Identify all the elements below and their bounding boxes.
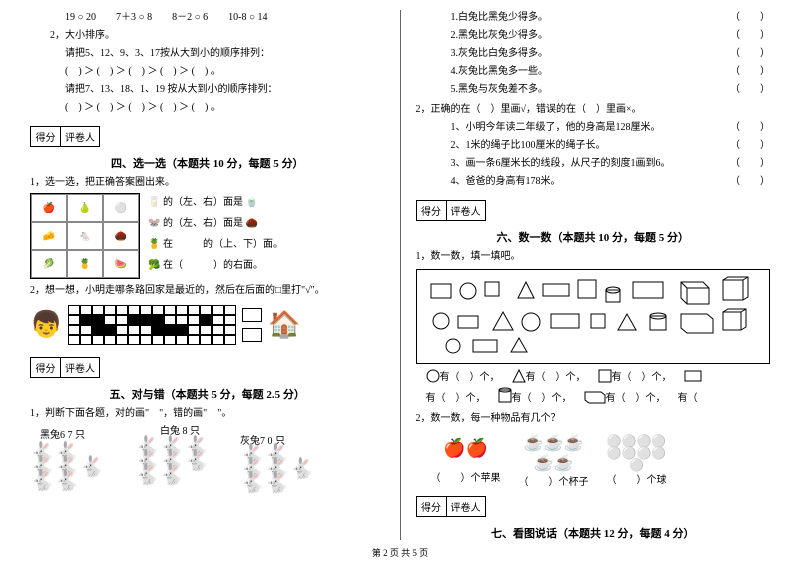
rabbits-figure: 黑兔6 7 只 白兔 8 只 灰兔7 0 只 🐇🐇🐇🐇🐇🐇🐇 🐇🐇🐇🐇🐇🐇🐇🐇 …: [30, 426, 385, 516]
shapes-box: [416, 269, 771, 364]
r3: 3.灰兔比白兔多得多。（ ）: [416, 46, 771, 62]
score-box: 得分 评卷人: [30, 126, 100, 147]
s6-q1: 1，数一数，填一填吧。: [416, 249, 771, 265]
score-label: 得分: [417, 201, 447, 220]
score-box: 得分 评卷人: [416, 200, 486, 221]
ball-item: ⚪⚪⚪⚪⚪⚪⚪⚪⚪ （ ）个球: [607, 435, 667, 486]
s4-t3: 🍍 在 的（上、下）面。: [148, 235, 385, 254]
score-label: 得分: [31, 358, 61, 377]
grader-label: 评卷人: [447, 497, 485, 516]
q4-content: 🍎🍐⚪ 🧀🐁🌰 🥬🍍🍉 🥛 的（左、右）面是 🍵 🐭 的（左、右）面是 🌰 🍍 …: [30, 193, 385, 279]
s4-t2: 🐭 的（左、右）面是 🌰: [148, 214, 385, 233]
r5: 5.黑兔与灰兔差不多。（ ）: [416, 82, 771, 98]
r1: 1.白兔比黑兔少得多。（ ）: [416, 10, 771, 26]
s4-t1: 🥛 的（左、右）面是 🍵: [148, 193, 385, 212]
q2-1: 1、小明今年读二年级了，他的身高是128厘米。（ ）: [416, 120, 771, 136]
s5-q1: 1，判断下面各题，对的画" "，错的画" "。: [30, 406, 385, 422]
s4-t4: 🥦 在（ ）的右面。: [148, 256, 385, 275]
score-box: 得分 评卷人: [416, 496, 486, 517]
q2-title: 2，大小排序。: [30, 28, 385, 44]
answer-box: [242, 328, 262, 342]
left-column: 19 ○ 20 7＋3 ○ 8 8－2 ○ 6 10-8 ○ 14 2，大小排序…: [20, 10, 395, 540]
right-column: 1.白兔比黑兔少得多。（ ） 2.黑兔比灰兔少得多。（ ） 3.灰兔比白兔多得多…: [406, 10, 781, 540]
q2-3: 3、画一条6厘米长的线段，从尺子的刻度1画到6。（ ）: [416, 156, 771, 172]
maze-row: 👦 🏠: [30, 301, 385, 349]
shape-answer-row-2: 有（ ）个， 有（ ）个， 有（ ）个， 有（: [416, 387, 771, 405]
grader-label: 评卷人: [61, 358, 99, 377]
score-label: 得分: [417, 497, 447, 516]
compare-expressions: 19 ○ 20 7＋3 ○ 8 8－2 ○ 6 10-8 ○ 14: [30, 10, 385, 26]
image-grid: 🍎🍐⚪ 🧀🐁🌰 🥬🍍🍉: [30, 193, 140, 279]
r2: 2.黑兔比灰兔少得多。（ ）: [416, 28, 771, 44]
s6-q2: 2，数一数，每一种物品有几个？: [416, 411, 771, 427]
answer-box: [242, 308, 262, 322]
apple-item: 🍎🍎 （ ）个苹果: [431, 438, 501, 484]
q2-4: 4、爸爸的身高有178米。（ ）: [416, 174, 771, 190]
section-7-title: 七、看图说话（本题共 12 分，每题 4 分）: [416, 525, 771, 541]
shapes-collection-icon: [423, 276, 753, 356]
score-label: 得分: [31, 127, 61, 146]
cup-item: ☕☕☕☕☕ （ ）个杯子: [519, 433, 589, 488]
page-footer: 第 2 页 共 5 页: [0, 540, 800, 559]
white-rabbit-label: 白兔 8 只: [160, 422, 200, 437]
section-5-title: 五、对与错（本题共 5 分，每题 2.5 分）: [30, 386, 385, 402]
grader-label: 评卷人: [61, 127, 99, 146]
section-6-title: 六、数一数（本题共 10 分，每题 5 分）: [416, 229, 771, 245]
r4: 4.灰兔比黑兔多一些。（ ）: [416, 64, 771, 80]
q2-blank2: ( ) ＞ ( ) ＞ ( ) ＞ ( ) ＞ ( ) 。: [30, 100, 385, 116]
section-4-title: 四、选一选（本题共 10 分，每题 5 分）: [30, 155, 385, 171]
q2-2: 2、1米的绳子比100厘米的绳子长。（ ）: [416, 138, 771, 154]
shape-answer-row-1: 有（ ）个， 有（ ）个， 有（ ）个，: [416, 368, 771, 383]
s4-q2: 2，想一想，小明走哪条路回家是最近的，然后在后面的□里打"√"。: [30, 283, 385, 299]
s4-q1: 1，选一选，把正确答案圈出来。: [30, 175, 385, 191]
grader-label: 评卷人: [447, 201, 485, 220]
q2-line1: 请把5、12、9、3、17按从大到小的顺序排列：: [30, 46, 385, 62]
maze-grid: [68, 305, 236, 345]
black-rabbit-label: 黑兔6 7 只: [40, 426, 85, 441]
q2-blank1: ( ) ＞ ( ) ＞ ( ) ＞ ( ) ＞ ( ) 。: [30, 64, 385, 80]
score-box: 得分 评卷人: [30, 357, 100, 378]
q2-title: 2，正确的在（ ）里画√，错误的在（ ）里画×。: [416, 102, 771, 118]
counting-row: 🍎🍎 （ ）个苹果 ☕☕☕☕☕ （ ）个杯子 ⚪⚪⚪⚪⚪⚪⚪⚪⚪ （ ）个球: [416, 433, 771, 488]
column-divider: [400, 10, 401, 540]
q2-line2: 请把7、13、18、1、19 按从大到小的顺序排列：: [30, 82, 385, 98]
